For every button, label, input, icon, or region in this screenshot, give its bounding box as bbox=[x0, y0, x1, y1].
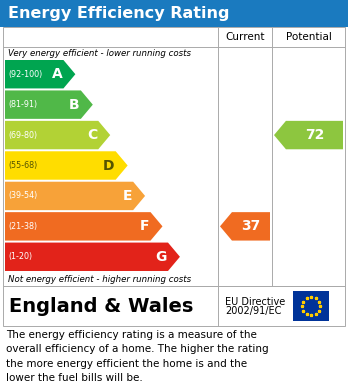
Text: 37: 37 bbox=[242, 219, 261, 233]
Text: The energy efficiency rating is a measure of the
overall efficiency of a home. T: The energy efficiency rating is a measur… bbox=[6, 330, 269, 383]
Text: England & Wales: England & Wales bbox=[9, 296, 193, 316]
Text: Current: Current bbox=[225, 32, 265, 42]
Text: (55-68): (55-68) bbox=[8, 161, 37, 170]
Polygon shape bbox=[5, 60, 76, 88]
Polygon shape bbox=[220, 212, 270, 240]
Text: (39-54): (39-54) bbox=[8, 192, 37, 201]
Text: A: A bbox=[52, 67, 62, 81]
Bar bbox=[3, 27, 345, 286]
Polygon shape bbox=[5, 151, 128, 180]
Text: (1-20): (1-20) bbox=[8, 252, 32, 261]
Text: Very energy efficient - lower running costs: Very energy efficient - lower running co… bbox=[8, 49, 191, 58]
Text: Potential: Potential bbox=[286, 32, 331, 42]
Text: (92-100): (92-100) bbox=[8, 70, 42, 79]
Text: Energy Efficiency Rating: Energy Efficiency Rating bbox=[8, 6, 229, 21]
Text: G: G bbox=[156, 250, 167, 264]
Text: C: C bbox=[87, 128, 97, 142]
Text: EU Directive: EU Directive bbox=[225, 297, 285, 307]
Bar bbox=[3, 286, 345, 326]
Text: B: B bbox=[69, 98, 80, 112]
Polygon shape bbox=[5, 90, 93, 119]
Text: F: F bbox=[140, 219, 150, 233]
Bar bbox=[293, 291, 329, 321]
Text: (21-38): (21-38) bbox=[8, 222, 37, 231]
Polygon shape bbox=[5, 212, 163, 240]
Text: 72: 72 bbox=[305, 128, 324, 142]
Text: (81-91): (81-91) bbox=[8, 100, 37, 109]
Text: E: E bbox=[122, 189, 132, 203]
Polygon shape bbox=[274, 121, 343, 149]
Polygon shape bbox=[5, 242, 180, 271]
Text: Not energy efficient - higher running costs: Not energy efficient - higher running co… bbox=[8, 275, 191, 284]
Text: D: D bbox=[103, 158, 115, 172]
Text: (69-80): (69-80) bbox=[8, 131, 37, 140]
Text: 2002/91/EC: 2002/91/EC bbox=[225, 306, 282, 316]
Bar bbox=[0, 0, 348, 27]
Polygon shape bbox=[5, 182, 145, 210]
Polygon shape bbox=[5, 121, 110, 149]
